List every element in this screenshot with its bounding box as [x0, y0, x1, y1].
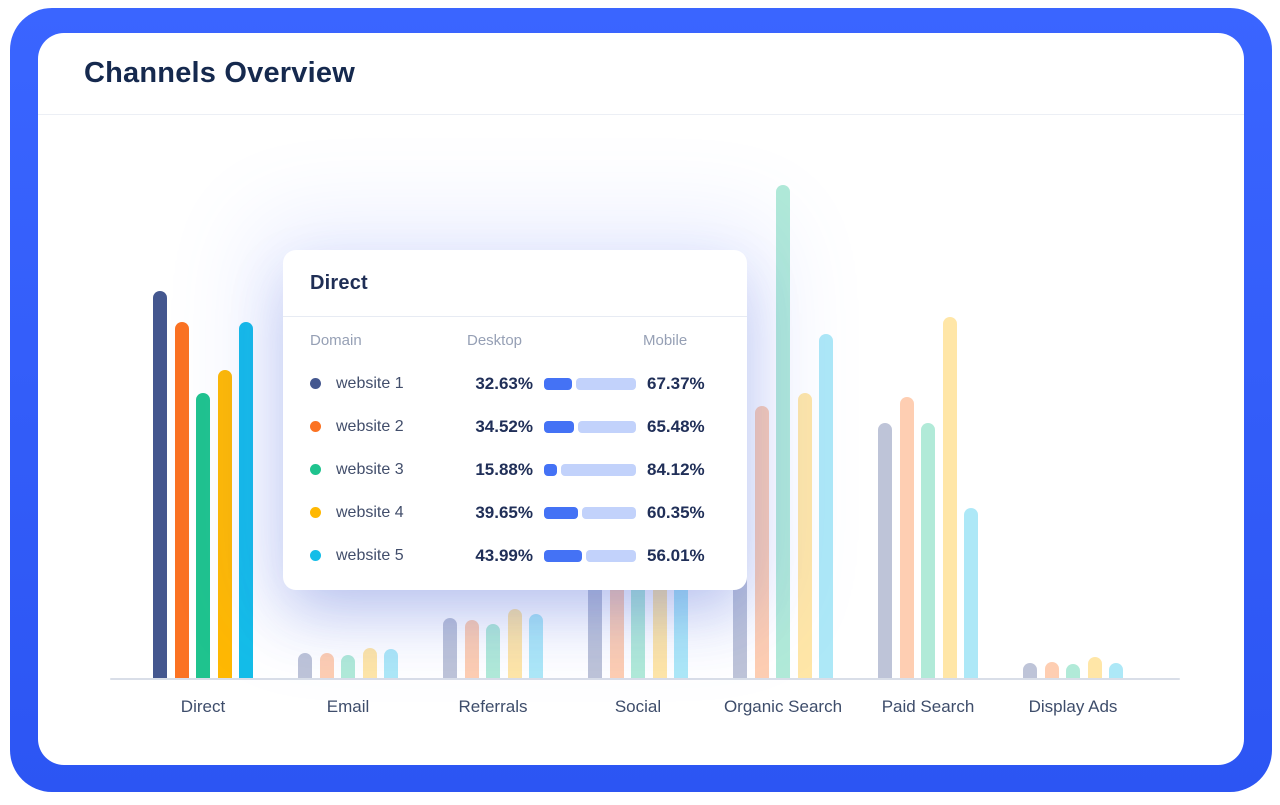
- x-axis-label-referrals: Referrals: [458, 697, 528, 716]
- bar-display-ads-website-3[interactable]: [1066, 664, 1080, 680]
- tooltip-row-website-1: website 1 32.63% 67.37%: [310, 362, 720, 405]
- column-header-mobile: Mobile: [643, 332, 688, 349]
- split-bar-desktop-fill: [544, 377, 573, 390]
- tooltip-divider: [283, 316, 747, 317]
- desktop-share-value: 34.52%: [475, 416, 533, 436]
- bar-referrals-website-2[interactable]: [464, 620, 479, 680]
- domain-cell: website 4: [310, 504, 456, 522]
- bar-email-website-5[interactable]: [384, 649, 398, 680]
- mobile-share-value: 65.48%: [647, 416, 705, 436]
- tooltip-row-website-2: website 2 34.52% 65.48%: [310, 405, 720, 448]
- x-axis-label-display-ads: Display Ads: [1028, 697, 1118, 716]
- bar-email-website-2[interactable]: [319, 653, 334, 680]
- bar-display-ads-website-4[interactable]: [1087, 657, 1102, 680]
- x-axis-label-organic-search: Organic Search: [723, 697, 843, 716]
- series-color-dot-icon: [310, 507, 321, 518]
- bar-paid-search-website-3[interactable]: [921, 423, 935, 680]
- mobile-share-value: 84.12%: [647, 459, 705, 479]
- bar-display-ads-website-2[interactable]: [1044, 662, 1059, 680]
- bar-display-ads-website-5[interactable]: [1109, 663, 1123, 680]
- bar-paid-search-website-4[interactable]: [942, 317, 957, 680]
- split-bar-desktop-fill: [544, 506, 579, 519]
- mobile-share-value: 56.01%: [647, 545, 705, 565]
- bar-organic-search-website-5[interactable]: [819, 334, 833, 680]
- desktop-share-value: 39.65%: [475, 502, 533, 522]
- bar-direct-website-2[interactable]: [174, 322, 189, 680]
- split-bar-mobile-track: [577, 420, 636, 433]
- x-axis-label-direct: Direct: [180, 697, 226, 716]
- bar-organic-search-website-3[interactable]: [776, 185, 790, 680]
- desktop-mobile-split-bar: [544, 463, 636, 476]
- bar-email-website-4[interactable]: [362, 648, 377, 680]
- bar-email-website-3[interactable]: [341, 655, 355, 680]
- tooltip-rows: website 1 32.63% 67.37% website 2 34.52% 65.4…: [310, 362, 720, 577]
- series-color-dot-icon: [310, 464, 321, 475]
- bar-paid-search-website-5[interactable]: [964, 508, 978, 680]
- split-bar-desktop-fill: [544, 549, 583, 562]
- domain-cell: website 5: [310, 547, 456, 565]
- bar-referrals-website-1[interactable]: [443, 618, 457, 680]
- desktop-mobile-split-bar: [544, 506, 636, 519]
- desktop-share-value: 43.99%: [475, 545, 533, 565]
- bar-display-ads-website-1[interactable]: [1023, 663, 1037, 680]
- tooltip-row-website-3: website 3 15.88% 84.12%: [310, 448, 720, 491]
- domain-cell: website 2: [310, 418, 456, 436]
- mobile-share-value: 67.37%: [647, 373, 705, 393]
- x-axis-label-paid-search: Paid Search: [881, 697, 975, 716]
- bar-direct-website-4[interactable]: [217, 370, 232, 680]
- series-color-dot-icon: [310, 421, 321, 432]
- bar-referrals-website-3[interactable]: [486, 624, 500, 680]
- desktop-mobile-split-bar: [544, 549, 636, 562]
- bar-direct-website-3[interactable]: [196, 393, 210, 680]
- bar-referrals-website-4[interactable]: [507, 609, 522, 680]
- tooltip-direct: Direct Domain Desktop Mobile website 1 32…: [283, 250, 747, 590]
- card-header: Channels Overview: [38, 33, 1244, 115]
- desktop-share-value: 32.63%: [475, 373, 533, 393]
- bar-paid-search-website-1[interactable]: [878, 423, 892, 680]
- mobile-share-value: 60.35%: [647, 502, 705, 522]
- bar-email-website-1[interactable]: [298, 653, 312, 680]
- domain-label: website 4: [336, 503, 404, 521]
- series-color-dot-icon: [310, 378, 321, 389]
- series-color-dot-icon: [310, 550, 321, 561]
- bar-paid-search-website-2[interactable]: [899, 397, 914, 680]
- x-axis-label-email: Email: [326, 697, 370, 716]
- tooltip-row-website-5: website 5 43.99% 56.01%: [310, 534, 720, 577]
- x-axis-line: [110, 678, 1180, 680]
- domain-cell: website 3: [310, 461, 456, 479]
- page-title: Channels Overview: [84, 57, 355, 89]
- split-bar-desktop-fill: [544, 420, 574, 433]
- x-axis-label-social: Social: [614, 697, 662, 716]
- desktop-share-value: 15.88%: [475, 459, 533, 479]
- bar-referrals-website-5[interactable]: [529, 614, 543, 680]
- tooltip-title: Direct: [310, 272, 368, 294]
- domain-label: website 2: [336, 417, 404, 435]
- bar-social-website-2[interactable]: [609, 577, 624, 680]
- bar-direct-website-5[interactable]: [239, 322, 253, 680]
- split-bar-desktop-fill: [544, 463, 557, 476]
- domain-label: website 1: [336, 374, 404, 392]
- bar-organic-search-website-2[interactable]: [754, 406, 769, 680]
- domain-cell: website 1: [310, 375, 456, 393]
- column-header-desktop: Desktop: [467, 332, 523, 349]
- tooltip-row-website-4: website 4 39.65% 60.35%: [310, 491, 720, 534]
- desktop-mobile-split-bar: [544, 420, 636, 433]
- bar-organic-search-website-4[interactable]: [797, 393, 812, 680]
- column-header-domain: Domain: [310, 332, 362, 349]
- split-bar-mobile-track: [586, 549, 636, 562]
- bar-social-website-1[interactable]: [588, 565, 602, 680]
- bar-direct-website-1[interactable]: [153, 291, 167, 680]
- split-bar-mobile-track: [576, 377, 636, 390]
- split-bar-mobile-track: [582, 506, 636, 519]
- split-bar-mobile-track: [560, 463, 636, 476]
- domain-label: website 5: [336, 546, 404, 564]
- bar-social-website-4[interactable]: [652, 568, 667, 680]
- desktop-mobile-split-bar: [544, 377, 636, 390]
- domain-label: website 3: [336, 460, 404, 478]
